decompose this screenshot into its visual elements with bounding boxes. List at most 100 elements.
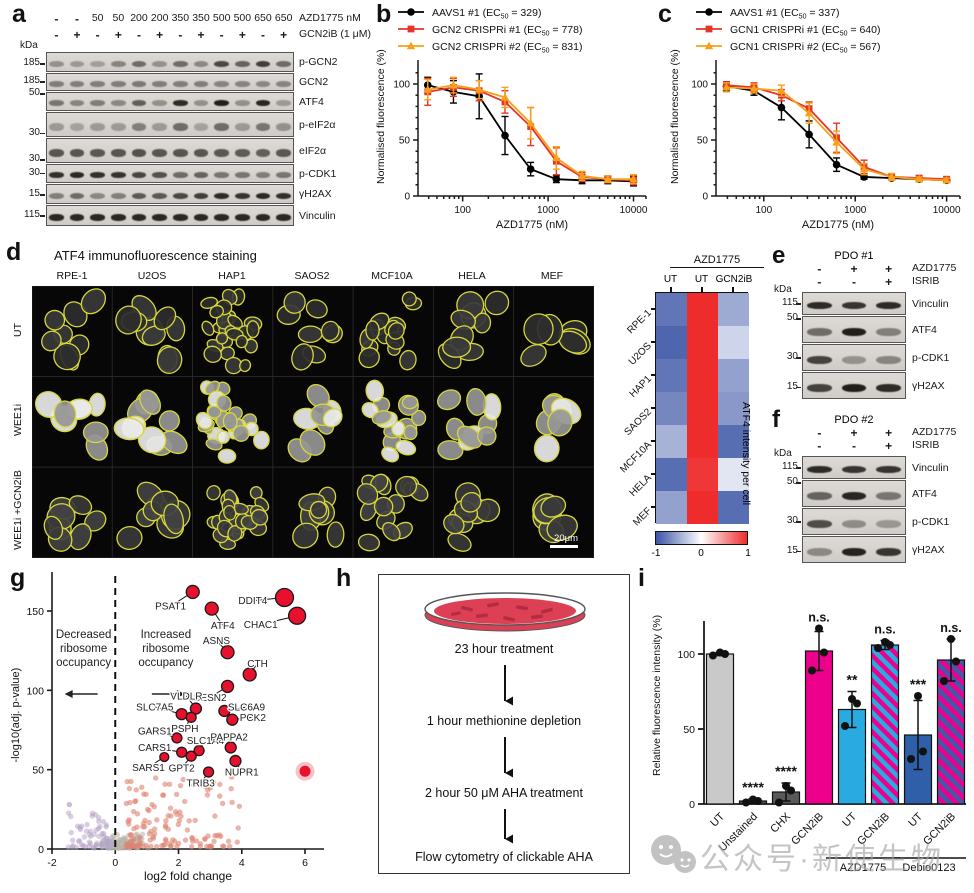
blot-band xyxy=(131,122,147,131)
blot-band xyxy=(110,148,126,157)
lane-condition: 200 xyxy=(130,12,148,24)
kda-axis-label: kDa xyxy=(20,40,38,51)
kda-marker: 30 xyxy=(786,351,798,363)
panel-i: i 0 50 100 Relative fluorescence intensity … xyxy=(638,566,974,893)
gel-strip-ATF4 xyxy=(802,316,906,343)
blot-band xyxy=(276,60,292,68)
blot-band xyxy=(876,491,902,500)
micro-cell xyxy=(272,286,354,377)
y-tick-label: 100 xyxy=(26,685,44,697)
micro-cell xyxy=(32,376,113,468)
kda-tick xyxy=(796,386,801,388)
legend-label: GCN1 CRISPRi #2 (EC50 = 567) xyxy=(730,41,880,55)
blot-target-label: eIF2α xyxy=(299,144,327,157)
panel-b-label: b xyxy=(376,0,392,28)
heatmap-colorbar xyxy=(655,531,748,545)
blot-band xyxy=(152,122,168,131)
y-axis-label: Normalised fluorescence (%) xyxy=(669,49,681,184)
kda-marker: 15 xyxy=(28,188,40,199)
blot-band xyxy=(110,192,126,200)
replicate-dot xyxy=(716,648,724,657)
replicate-dot xyxy=(874,644,882,652)
gene-point xyxy=(226,713,239,726)
x-tick-label: 1000 xyxy=(844,205,867,216)
blot-band xyxy=(172,60,188,68)
column-label-mef: MEF xyxy=(540,270,564,282)
heatmap-cell xyxy=(687,359,718,392)
lane-condition: - xyxy=(136,28,141,42)
blot-band xyxy=(172,172,188,179)
gene-point xyxy=(224,741,237,754)
heatmap-cell xyxy=(656,425,687,458)
kda-marker: 15 xyxy=(786,380,798,392)
kda-tick xyxy=(796,318,801,320)
y-tick-label: 0 xyxy=(38,844,44,856)
panel-b: b 0 50 100 100 1000 10000 AZD1775 (nM) Normalis… xyxy=(374,2,652,238)
heatmap-cell xyxy=(656,359,687,392)
lane-condition: 200 xyxy=(150,12,169,24)
kda-marker: 30 xyxy=(786,515,798,527)
lane-condition: - xyxy=(851,439,856,453)
gene-label: TRIB3 xyxy=(186,779,215,790)
dose-response-chart-gcn2: 0 50 100 100 1000 10000 AZD1775 (nM) Normalised… xyxy=(375,7,648,231)
lane-condition: - xyxy=(817,439,822,453)
replicate-dot xyxy=(815,624,823,633)
blot-band xyxy=(841,301,867,310)
heatmap-row-tick xyxy=(651,506,655,508)
inhibitor-row-label: ISRIB xyxy=(912,439,940,451)
colorbar-tick-0: 0 xyxy=(698,548,704,559)
panel-f: f PDO #2 - + + AZD1775- - + ISRIB kDa 115 Vinculi… xyxy=(772,408,974,574)
blot-band xyxy=(876,301,902,310)
kda-tick xyxy=(796,357,801,359)
blot-target-label: p-GCN2 xyxy=(299,56,338,68)
lane-condition: - xyxy=(851,275,856,289)
gene-label: GARS1 xyxy=(138,726,172,737)
blot-band xyxy=(48,81,64,87)
annotation-text: Increased ribosome occupancy xyxy=(138,629,193,669)
blot-band xyxy=(193,214,209,221)
colorbar-tick-1: 1 xyxy=(745,548,751,559)
blot-band xyxy=(214,172,230,179)
series-gcn1-crispri-2 xyxy=(722,82,951,184)
bar-category-label: GCN2iB xyxy=(921,811,958,848)
gel-strip-γH2AX xyxy=(46,184,294,204)
gene-point xyxy=(220,679,235,694)
x-axis-label: AZD1775 (nM) xyxy=(802,219,874,231)
lane-condition: - xyxy=(817,275,822,289)
heatmap-row-tick xyxy=(651,473,655,475)
micro-cell xyxy=(513,286,594,377)
kda-tick xyxy=(40,132,45,134)
heatmap-col-tick xyxy=(732,287,734,292)
blot-target-label: Vinculin xyxy=(912,297,949,310)
kda-marker: 30 xyxy=(28,126,40,138)
y-tick-label: 100 xyxy=(691,80,708,91)
blot-band xyxy=(110,214,126,221)
gene-point xyxy=(171,732,183,744)
x-tick-label: 100 xyxy=(755,205,772,216)
blot-band xyxy=(131,81,147,87)
blot-band xyxy=(193,81,209,87)
group-label: Debio0123 xyxy=(902,862,955,874)
y-tick-label: 0 xyxy=(404,192,410,203)
bar xyxy=(705,653,735,805)
heatmap-cell xyxy=(687,326,718,359)
bar-category-label: CHX xyxy=(768,810,793,835)
blot-target-label: GCN2 xyxy=(299,76,329,88)
blot-band xyxy=(131,60,147,68)
gel-strip-Vinculin xyxy=(802,456,906,479)
immunofluorescence-grid: 20μm xyxy=(32,286,594,558)
column-label-hap1: HAP1 xyxy=(218,270,246,282)
treatment-row-label: AZD1775 xyxy=(912,262,957,274)
gene-point xyxy=(185,584,200,600)
gene-point xyxy=(218,704,231,718)
gene-label: PAPPA2 xyxy=(210,733,248,744)
blot-target-label: ATF4 xyxy=(912,487,937,500)
lane-condition: + xyxy=(850,426,858,440)
legend-entry: GCN2 CRISPRi #1 (EC50 = 778) xyxy=(398,24,582,38)
micro-cell xyxy=(32,466,113,558)
kda-marker: 115 xyxy=(782,297,798,309)
inhibitor-row-label: GCN2iB (1 μM) xyxy=(299,28,371,40)
blot-band xyxy=(806,355,832,364)
significance-label: **** xyxy=(742,779,764,795)
lane-condition: + xyxy=(885,439,893,453)
